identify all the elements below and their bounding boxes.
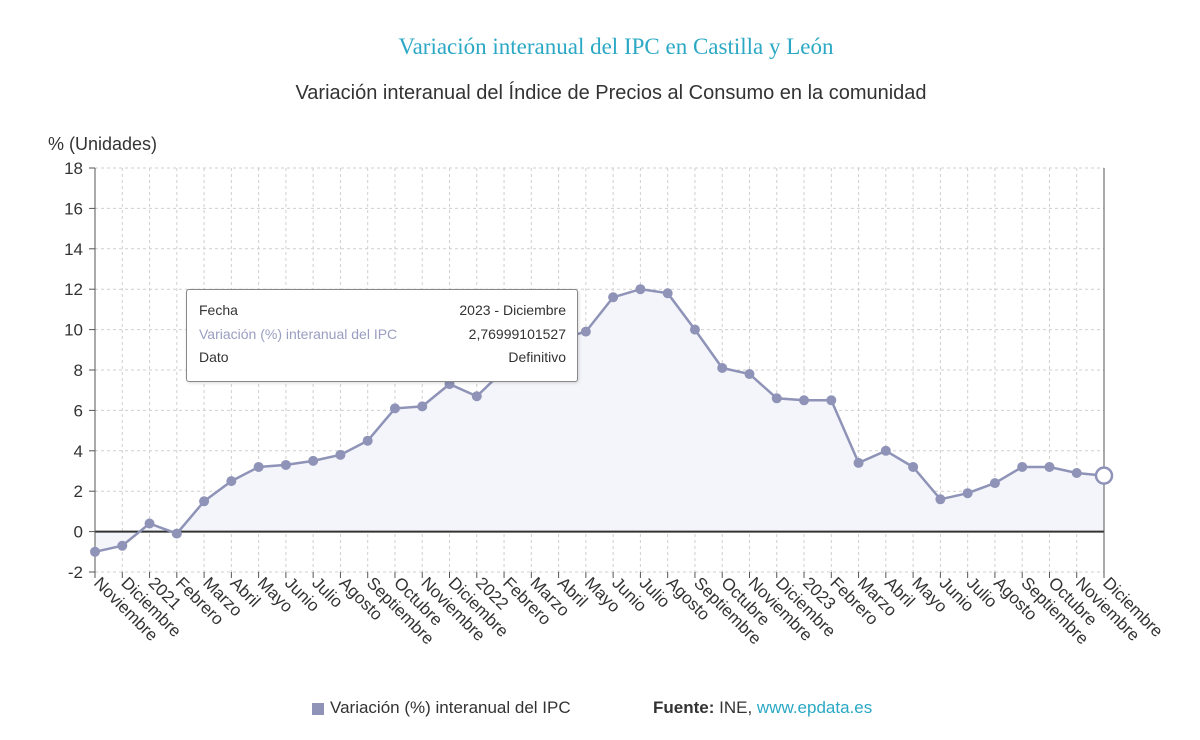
tooltip-row-dato: Dato Definitivo bbox=[199, 349, 566, 369]
y-tick-label: 14 bbox=[64, 240, 83, 259]
y-tick-label: 0 bbox=[74, 523, 83, 542]
series-point[interactable] bbox=[171, 528, 182, 539]
series-point[interactable] bbox=[144, 518, 155, 529]
series-point[interactable] bbox=[1071, 468, 1082, 479]
chart-subtitle: Variación interanual del Índice de Preci… bbox=[295, 82, 927, 104]
series-point[interactable] bbox=[744, 369, 755, 380]
tooltip-fecha-value: 2023 - Diciembre bbox=[459, 302, 566, 318]
y-tick-label: 8 bbox=[74, 361, 83, 380]
y-tick-label: 12 bbox=[64, 280, 83, 299]
legend-swatch-icon[interactable] bbox=[312, 703, 324, 715]
series-point[interactable] bbox=[335, 449, 346, 460]
y-tick-label: 4 bbox=[74, 442, 83, 461]
source-link[interactable]: www.epdata.es bbox=[756, 698, 873, 717]
tooltip-series-label: Variación (%) interanual del IPC bbox=[199, 326, 398, 342]
chart-title: Variación interanual del IPC en Castilla… bbox=[398, 34, 834, 59]
series-point[interactable] bbox=[1017, 461, 1028, 472]
source-credit: Fuente: INE, www.epdata.es bbox=[653, 698, 872, 718]
series-point[interactable] bbox=[935, 494, 946, 505]
series-point[interactable] bbox=[962, 488, 973, 499]
series-point[interactable] bbox=[717, 362, 728, 373]
series-point[interactable] bbox=[880, 445, 891, 456]
y-tick-label: -2 bbox=[68, 563, 83, 582]
tooltip-dato-label: Dato bbox=[199, 349, 229, 365]
tooltip-series-value: 2,76999101527 bbox=[468, 326, 566, 342]
series-point[interactable] bbox=[253, 461, 264, 472]
x-tick-labels: NoviembreDiciembre2021FebreroMarzoAbrilM… bbox=[90, 572, 1167, 648]
series-point[interactable] bbox=[280, 459, 291, 470]
y-axis-title: % (Unidades) bbox=[48, 134, 157, 154]
series-point[interactable] bbox=[389, 403, 400, 414]
legend: Variación (%) interanual del IPC Fuente:… bbox=[0, 698, 1200, 724]
series-point[interactable] bbox=[580, 326, 591, 337]
tooltip: Fecha 2023 - Diciembre Variación (%) int… bbox=[186, 289, 578, 382]
tooltip-fecha-label: Fecha bbox=[199, 302, 238, 318]
series-point[interactable] bbox=[417, 401, 428, 412]
tooltip-row-fecha: Fecha 2023 - Diciembre bbox=[199, 302, 566, 322]
series-point[interactable] bbox=[771, 393, 782, 404]
tooltip-row-series: Variación (%) interanual del IPC 2,76999… bbox=[199, 326, 566, 346]
series-point[interactable] bbox=[226, 476, 237, 487]
series-point[interactable] bbox=[662, 288, 673, 299]
series-point[interactable] bbox=[908, 461, 919, 472]
y-tick-label: 2 bbox=[74, 482, 83, 501]
series-point[interactable] bbox=[117, 540, 128, 551]
series-point[interactable] bbox=[1044, 461, 1055, 472]
series-point[interactable] bbox=[608, 292, 619, 303]
series-point[interactable] bbox=[799, 395, 810, 406]
y-tick-label: 18 bbox=[64, 159, 83, 178]
y-tick-label: 10 bbox=[64, 321, 83, 340]
series-point[interactable] bbox=[826, 395, 837, 406]
series-point[interactable] bbox=[989, 478, 1000, 489]
series-point[interactable] bbox=[853, 457, 864, 468]
legend-series-label[interactable]: Variación (%) interanual del IPC bbox=[330, 698, 571, 717]
line-chart: % (Unidades) -2 0 2 4 6 8 10 12 14 16 18 Noviembre… bbox=[48, 134, 1167, 648]
source-label: Fuente: bbox=[653, 698, 715, 717]
series-point[interactable] bbox=[308, 455, 319, 466]
series-point[interactable] bbox=[90, 546, 100, 557]
tooltip-dato-value: Definitivo bbox=[508, 349, 566, 365]
y-tick-label: 6 bbox=[74, 401, 83, 420]
series-point[interactable] bbox=[471, 391, 482, 402]
source-value: INE, bbox=[719, 698, 753, 717]
series-area bbox=[95, 289, 1104, 552]
series-point-highlighted[interactable] bbox=[1094, 466, 1114, 485]
y-tick-label: 16 bbox=[64, 199, 83, 218]
series-points[interactable] bbox=[90, 284, 1114, 557]
y-tick-labels: -2 0 2 4 6 8 10 12 14 16 18 bbox=[64, 159, 95, 582]
series-point[interactable] bbox=[362, 435, 373, 446]
series-point[interactable] bbox=[689, 324, 700, 335]
series-point[interactable] bbox=[635, 284, 646, 295]
series-point[interactable] bbox=[199, 496, 210, 507]
